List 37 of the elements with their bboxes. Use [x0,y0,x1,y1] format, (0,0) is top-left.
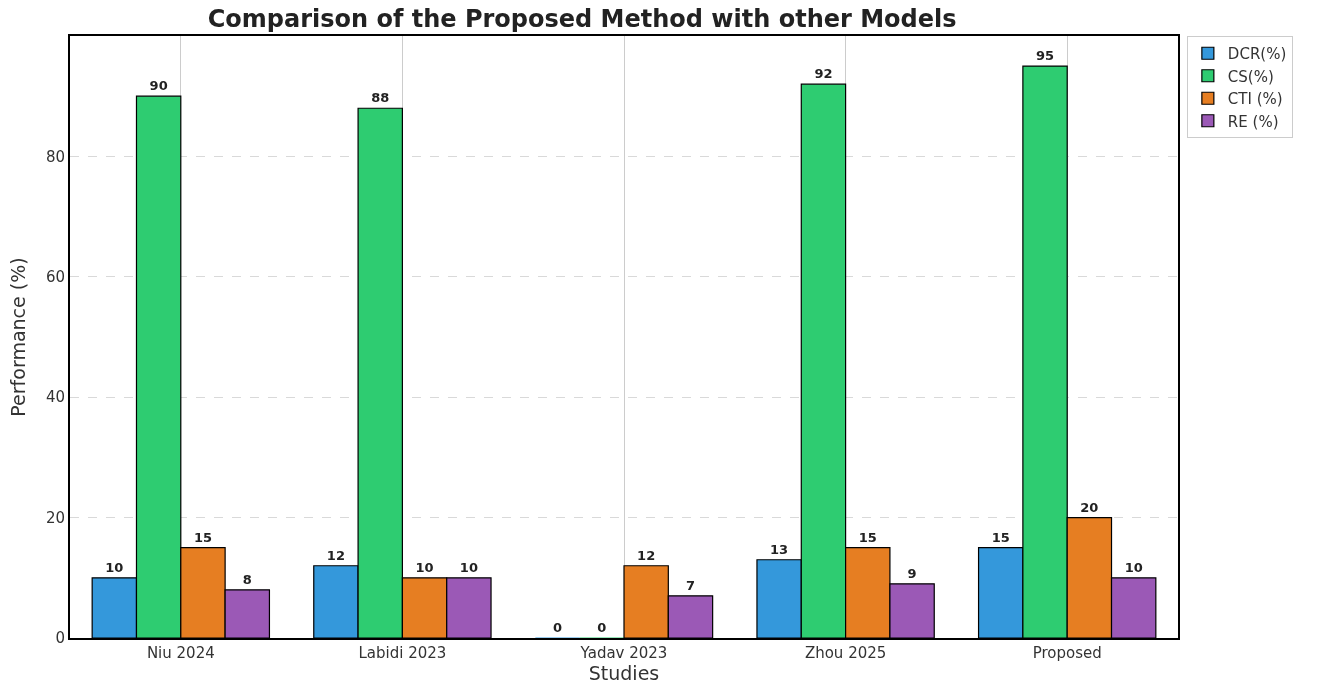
legend-label: RE (%) [1227,112,1279,131]
data-label: 90 [149,78,168,94]
y-tick-label: 40 [45,388,65,407]
data-label: 7 [685,577,695,593]
x-tick-label: Labidi 2023 [358,644,447,662]
data-label: 10 [1124,559,1143,575]
chart-title: Comparison of the Proposed Method with other Models [207,5,957,34]
data-label: 10 [105,559,124,575]
y-tick-label: 80 [45,147,65,166]
y-axis-title: Performance (%) [7,257,30,417]
data-label: 10 [459,559,478,575]
data-label: 20 [1080,499,1099,515]
data-label: 15 [991,529,1010,545]
data-label: 15 [858,529,877,545]
x-tick-label: Niu 2024 [146,644,215,662]
data-label: 8 [242,571,252,587]
legend-label: CTI (%) [1227,90,1283,109]
legend-label: DCR(%) [1227,45,1287,64]
data-label: 95 [1035,48,1055,64]
data-label: 0 [553,620,563,635]
y-tick-label: 20 [45,508,65,527]
data-label: 10 [415,559,434,575]
y-tick-label: 0 [55,629,65,648]
x-tick-label: Yadav 2023 [579,644,668,662]
data-label: 12 [326,547,345,563]
x-tick-label: Proposed [1032,644,1102,662]
data-label: 0 [597,620,607,635]
data-label: 15 [193,529,213,545]
data-label: 88 [371,90,390,106]
y-tick-label: 60 [45,268,65,287]
data-label: 13 [770,541,789,557]
data-label: 92 [814,66,833,82]
data-label: 9 [907,565,917,581]
data-label: 12 [637,547,656,563]
legend-label: CS(%) [1227,67,1274,86]
x-tick-label: Zhou 2025 [804,644,887,662]
x-axis-title: Studies [588,662,660,685]
